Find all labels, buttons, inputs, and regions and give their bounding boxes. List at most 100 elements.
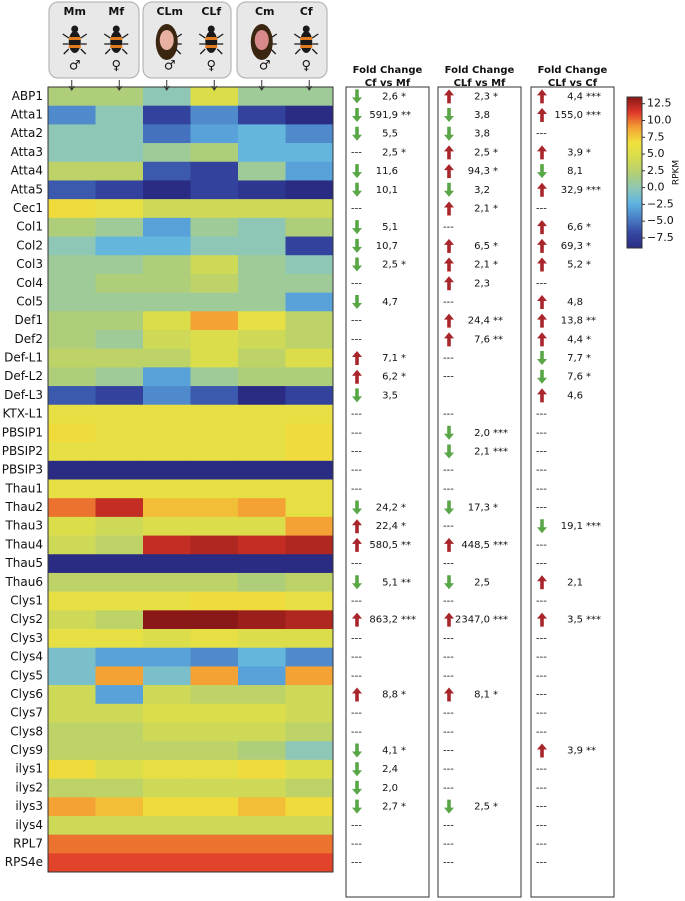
- fold-value: 11,6: [376, 166, 398, 177]
- heat-cell: [48, 311, 96, 331]
- row-label: Thau1: [4, 481, 43, 495]
- row-label: ilys1: [15, 762, 43, 776]
- heat-cell: [48, 329, 96, 349]
- heat-cell: [285, 778, 334, 798]
- heat-cell: [48, 834, 96, 854]
- arrow-down: [352, 762, 362, 777]
- heat-cell: [238, 834, 286, 854]
- column-label: Cf: [300, 5, 313, 18]
- heat-cell: [143, 610, 191, 630]
- arrow-down: [352, 182, 362, 197]
- dash: ---: [351, 465, 362, 476]
- heat-cell: [190, 199, 239, 219]
- heat-cell: [95, 722, 144, 742]
- heat-cell: [143, 759, 191, 779]
- heat-cell: [238, 161, 286, 181]
- beetle-head: [207, 25, 215, 33]
- heat-cell: [190, 516, 239, 536]
- row-label: Clys2: [10, 612, 43, 626]
- fold-value: 2,1: [474, 446, 490, 457]
- arrow-up: [352, 612, 362, 627]
- beetle-body: [205, 31, 218, 53]
- heat-cell: [143, 498, 191, 518]
- heat-cell: [95, 423, 144, 443]
- beetle-legs: [103, 33, 129, 55]
- dash: ---: [536, 764, 547, 775]
- fold-value: 4,7: [382, 297, 398, 308]
- arrow-down: [444, 575, 454, 590]
- significance: *: [401, 91, 406, 102]
- arrow-down: [352, 294, 362, 309]
- fold-value: 32,9: [561, 185, 583, 196]
- dash: ---: [536, 503, 547, 514]
- dash: ---: [351, 559, 362, 570]
- dash: ---: [443, 820, 454, 831]
- arrow-down: [352, 89, 362, 104]
- heat-cell: [190, 479, 239, 499]
- dash: ---: [443, 596, 454, 607]
- colorbar-step: [627, 180, 642, 184]
- colorbar-tick-label: −2.5: [647, 197, 674, 210]
- beetle-body: [300, 31, 313, 53]
- beetle-legs: [293, 33, 319, 55]
- carcass-inner: [159, 30, 174, 50]
- arrow-up: [537, 108, 547, 123]
- significance: *: [401, 689, 406, 700]
- table-title: Fold Change: [538, 65, 608, 76]
- heat-cell: [48, 255, 96, 275]
- colorbar-step: [627, 202, 642, 206]
- arrow-up: [444, 537, 454, 552]
- heat-cell: [95, 815, 144, 835]
- heat-cell: [143, 161, 191, 181]
- heat-cell: [238, 516, 286, 536]
- arrow-down: [444, 425, 454, 440]
- heat-cell: [48, 180, 96, 200]
- significance: *: [401, 372, 406, 383]
- fold-value: 4,1: [382, 746, 398, 757]
- colorbar-step: [627, 157, 642, 161]
- heat-cell: [48, 797, 96, 817]
- dash: ---: [351, 839, 362, 850]
- arrow-up: [444, 332, 454, 347]
- fold-value: 2,1: [567, 577, 583, 588]
- heat-cell: [95, 479, 144, 499]
- row-label: ilys2: [15, 780, 43, 794]
- row-label: Atta2: [11, 126, 43, 140]
- colorbar-step: [627, 147, 642, 151]
- dash: ---: [443, 783, 454, 794]
- heat-cell: [190, 255, 239, 275]
- row-label: Clys8: [10, 724, 43, 738]
- colorbar-step: [627, 97, 642, 101]
- heat-cell: [238, 815, 286, 835]
- colorbar-step: [627, 134, 642, 138]
- heat-cell: [48, 161, 96, 181]
- beetle-icon: [293, 25, 319, 55]
- heat-cell: [238, 105, 286, 125]
- colorbar-tick-label: −7.5: [647, 231, 674, 244]
- heat-cell: [143, 685, 191, 705]
- row-label: Atta5: [11, 182, 43, 196]
- table-title: Fold Change: [445, 65, 515, 76]
- sex-symbol: ♀: [301, 59, 311, 74]
- heat-cell: [143, 554, 191, 574]
- heat-cell: [95, 834, 144, 854]
- heat-cell: [95, 498, 144, 518]
- dash: ---: [536, 446, 547, 457]
- heat-cell: [285, 572, 334, 592]
- heat-cell: [143, 329, 191, 349]
- beetle-icon: [62, 25, 88, 55]
- fold-value: 17,3: [468, 503, 490, 514]
- fold-value: 2,5: [382, 147, 398, 158]
- heat-cell: [285, 105, 334, 125]
- colorbar-step: [627, 167, 642, 171]
- heat-cell: [48, 404, 96, 424]
- dash: ---: [443, 297, 454, 308]
- heat-cell: [95, 759, 144, 779]
- row-label: KTX-L1: [2, 407, 43, 421]
- heat-cell: [143, 348, 191, 368]
- heat-cell: [190, 797, 239, 817]
- arrow-up: [352, 519, 362, 534]
- colorbar-step: [627, 190, 642, 194]
- heat-cell: [285, 797, 334, 817]
